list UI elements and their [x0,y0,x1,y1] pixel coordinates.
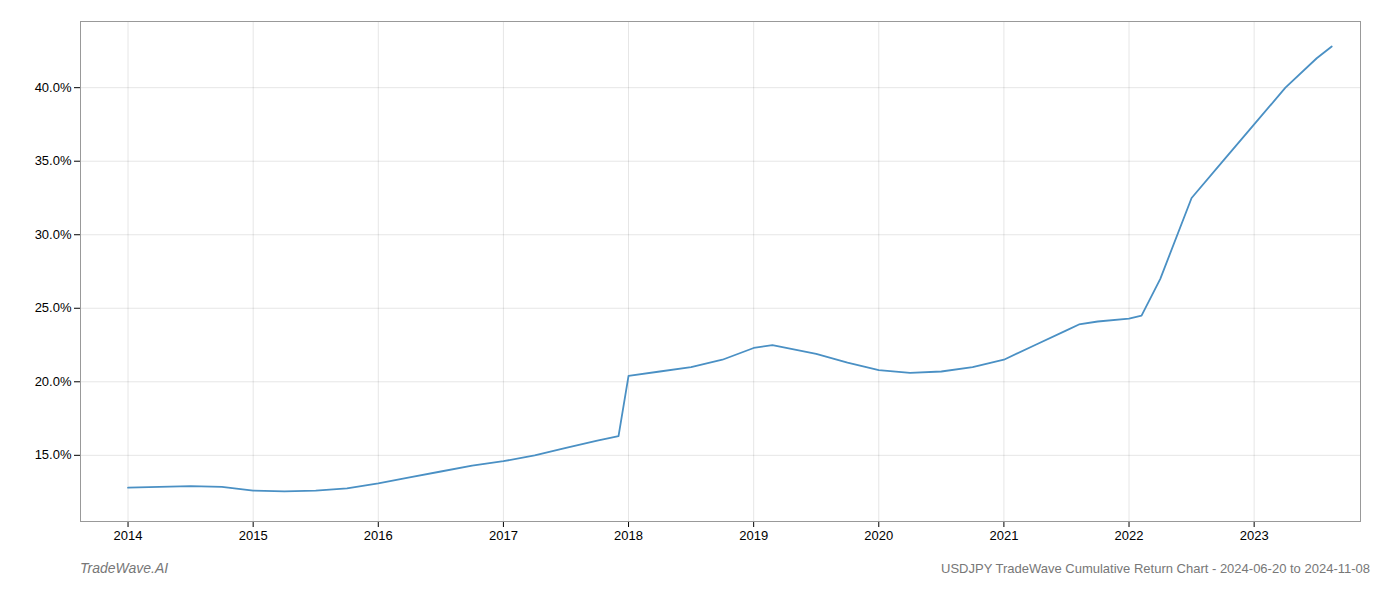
html-text:TradeWave.AI: TradeWave.AI [80,560,169,576]
svg-text:2015: 2015 [239,528,268,543]
svg-text:35.0%: 35.0% [35,153,72,168]
svg-text:2023: 2023 [1240,528,1269,543]
svg-text:30.0%: 30.0% [35,227,72,242]
svg-text:2014: 2014 [114,528,143,543]
svg-text:25.0%: 25.0% [35,300,72,315]
svg-text:2017: 2017 [489,528,518,543]
svg-text:20.0%: 20.0% [35,374,72,389]
svg-text:40.0%: 40.0% [35,80,72,95]
html-text:USDJPY TradeWave Cumulative Re: USDJPY TradeWave Cumulative Return Chart… [941,561,1370,576]
svg-text:2020: 2020 [864,528,893,543]
svg-text:2021: 2021 [989,528,1018,543]
svg-text:2019: 2019 [739,528,768,543]
svg-text:2018: 2018 [614,528,643,543]
svg-text:15.0%: 15.0% [35,447,72,462]
svg-text:2016: 2016 [364,528,393,543]
svg-text:2022: 2022 [1115,528,1144,543]
